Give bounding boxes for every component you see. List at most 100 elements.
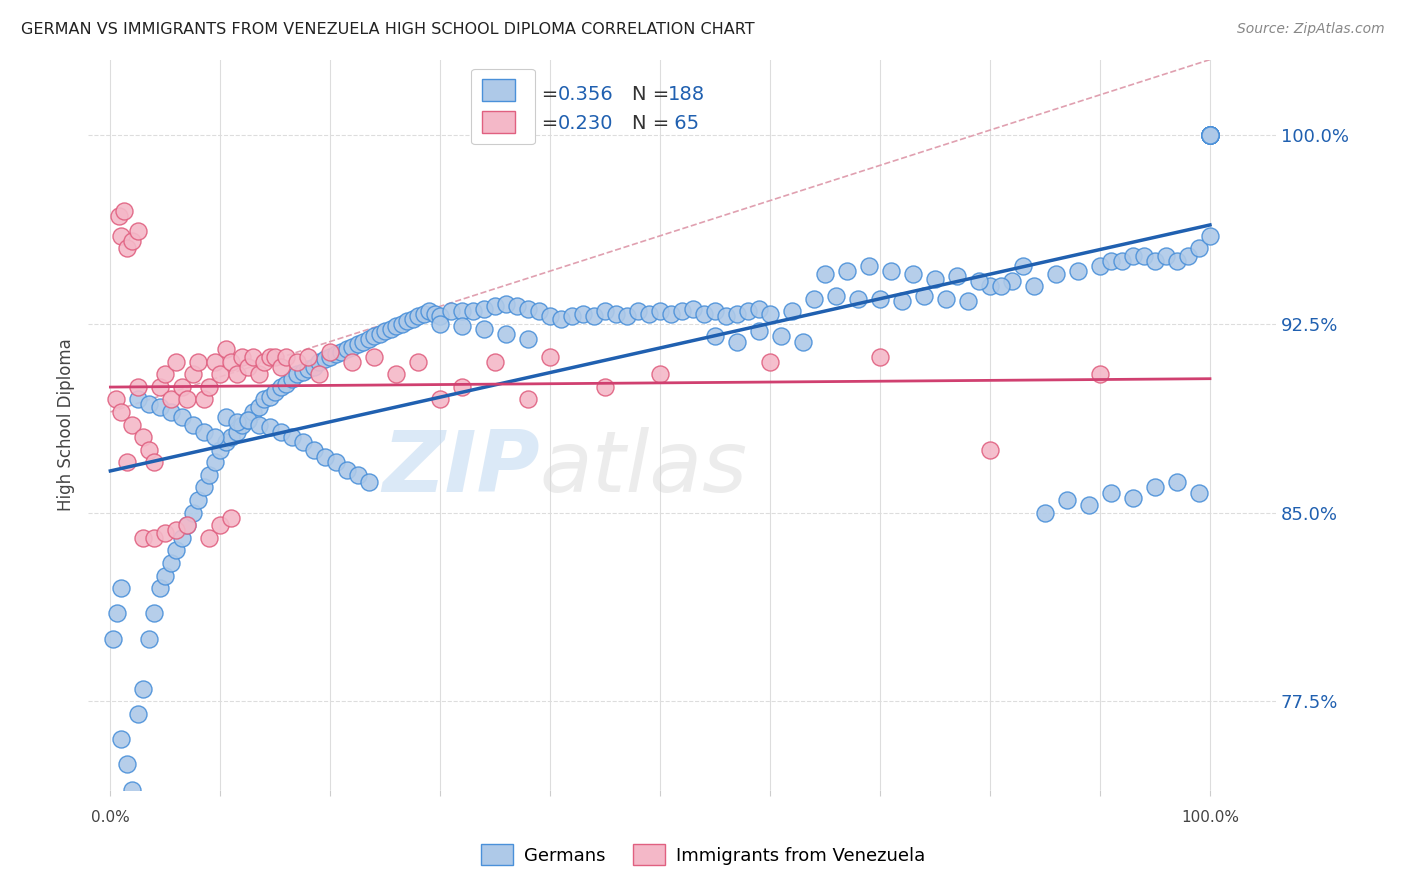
Point xyxy=(1099,485,1122,500)
Point xyxy=(281,372,304,386)
Point xyxy=(846,292,869,306)
Point xyxy=(209,442,232,457)
Point xyxy=(429,310,451,324)
Point xyxy=(112,203,135,218)
Point xyxy=(170,410,193,425)
Point xyxy=(155,368,177,382)
Point xyxy=(1166,254,1188,268)
Point xyxy=(1088,259,1111,273)
Legend: , : , xyxy=(471,69,534,145)
Point xyxy=(160,405,183,419)
Point xyxy=(616,310,638,324)
Point xyxy=(1199,128,1222,142)
Point xyxy=(803,292,825,306)
Point xyxy=(198,380,221,394)
Point xyxy=(1188,485,1211,500)
Point xyxy=(101,632,124,646)
Text: 0.0%: 0.0% xyxy=(91,810,129,825)
Point xyxy=(725,334,748,349)
Point xyxy=(385,368,408,382)
Point xyxy=(330,344,353,359)
Point xyxy=(412,307,434,321)
Point xyxy=(1199,128,1222,142)
Point xyxy=(346,337,368,351)
Point xyxy=(209,368,232,382)
Point xyxy=(659,307,682,321)
Point xyxy=(247,400,270,414)
Point xyxy=(1099,254,1122,268)
Point xyxy=(143,455,166,469)
Point xyxy=(1188,241,1211,255)
Point xyxy=(138,397,160,411)
Point xyxy=(550,311,572,326)
Point xyxy=(253,392,276,407)
Point xyxy=(204,455,226,469)
Point xyxy=(165,523,187,537)
Point xyxy=(127,706,149,721)
Point xyxy=(104,392,127,407)
Point xyxy=(429,392,451,407)
Point xyxy=(935,292,957,306)
Point xyxy=(187,493,209,508)
Text: atlas: atlas xyxy=(540,427,748,510)
Point xyxy=(1199,128,1222,142)
Point xyxy=(308,354,330,368)
Point xyxy=(319,344,342,359)
Point xyxy=(242,405,264,419)
Point xyxy=(1199,128,1222,142)
Point xyxy=(221,430,243,444)
Point xyxy=(221,510,243,524)
Point xyxy=(270,425,292,439)
Point xyxy=(759,354,782,368)
Point xyxy=(1012,259,1035,273)
Point xyxy=(155,525,177,540)
Point xyxy=(215,342,238,356)
Point xyxy=(517,392,540,407)
Point xyxy=(363,350,385,364)
Point xyxy=(593,380,616,394)
Point xyxy=(259,350,281,364)
Point xyxy=(105,607,128,621)
Point xyxy=(748,301,770,316)
Point xyxy=(1199,128,1222,142)
Point xyxy=(429,317,451,331)
Point xyxy=(593,304,616,318)
Point xyxy=(176,518,198,533)
Text: R =: R = xyxy=(522,85,564,103)
Point xyxy=(1143,481,1166,495)
Point xyxy=(1199,228,1222,243)
Point xyxy=(176,518,198,533)
Point xyxy=(160,392,183,407)
Point xyxy=(1154,249,1177,263)
Point xyxy=(880,264,903,278)
Point xyxy=(110,228,132,243)
Point xyxy=(374,325,396,339)
Point xyxy=(259,390,281,404)
Point xyxy=(472,301,495,316)
Point xyxy=(770,329,793,343)
Point xyxy=(1199,128,1222,142)
Point xyxy=(780,304,803,318)
Point xyxy=(181,368,204,382)
Point xyxy=(1022,279,1045,293)
Point xyxy=(1133,249,1156,263)
Point xyxy=(193,425,215,439)
Point xyxy=(869,292,891,306)
Point xyxy=(901,267,924,281)
Legend: Germans, Immigrants from Venezuela: Germans, Immigrants from Venezuela xyxy=(472,835,934,874)
Point xyxy=(110,581,132,595)
Point xyxy=(1199,128,1222,142)
Point xyxy=(193,481,215,495)
Point xyxy=(270,359,292,374)
Point xyxy=(396,314,419,328)
Point xyxy=(115,241,138,255)
Point xyxy=(198,467,221,482)
Point xyxy=(264,384,287,399)
Point xyxy=(748,325,770,339)
Point xyxy=(1045,267,1067,281)
Point xyxy=(138,632,160,646)
Point xyxy=(149,380,172,394)
Point xyxy=(495,326,517,341)
Point xyxy=(682,301,704,316)
Point xyxy=(108,209,131,223)
